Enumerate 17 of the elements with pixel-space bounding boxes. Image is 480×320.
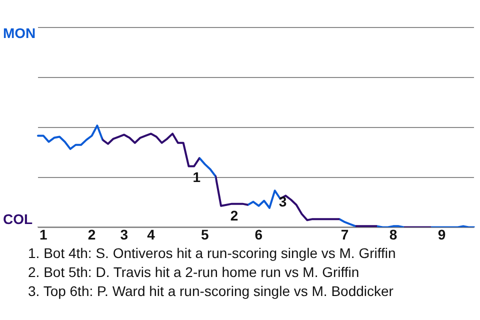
- x-tick-label: 8: [389, 226, 398, 242]
- x-tick-label: 6: [254, 226, 263, 242]
- x-tick-label: 4: [147, 226, 156, 242]
- text: 3. Top 6th: P. Ward hit a run-scoring single vs M. Boddicker: [28, 282, 394, 301]
- text: MON: [3, 24, 36, 41]
- x-tick-label: 7: [340, 226, 349, 242]
- x-tick-label: 5: [200, 226, 209, 242]
- text: 1. Bot 4th: S. Ontiveros hit a run-scoring single vs M. Griffin: [28, 244, 396, 263]
- annotation: 1: [192, 169, 201, 186]
- annotation: 2: [230, 208, 238, 224]
- x-tick-label: 1: [39, 226, 48, 242]
- x-tick-label: 9: [438, 226, 446, 242]
- text: COL: [3, 211, 33, 228]
- annotation: 3: [278, 193, 287, 210]
- text: 2. Bot 5th: D. Travis hit a 2-run home run vs M. Griffin: [28, 263, 360, 282]
- x-tick-label: 3: [120, 226, 128, 242]
- x-tick-label: 2: [88, 226, 96, 242]
